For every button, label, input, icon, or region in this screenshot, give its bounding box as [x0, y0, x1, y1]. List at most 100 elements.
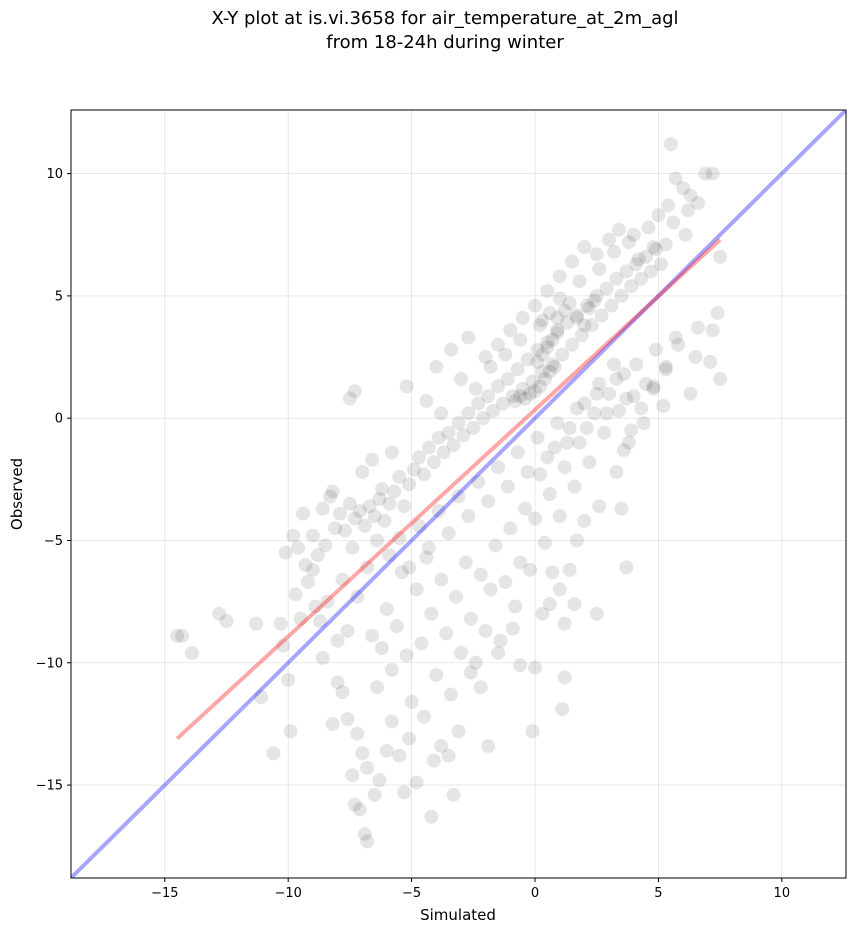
data-point — [631, 252, 646, 267]
data-point — [705, 323, 720, 338]
data-point — [668, 171, 683, 186]
data-point — [328, 521, 343, 536]
data-point — [337, 523, 352, 538]
data-point — [713, 372, 728, 387]
data-point — [431, 430, 446, 445]
data-point — [313, 614, 328, 629]
data-point — [537, 535, 552, 550]
data-point — [335, 572, 350, 587]
data-point — [397, 499, 412, 514]
data-point — [525, 374, 540, 389]
data-point — [325, 716, 340, 731]
data-point — [370, 533, 385, 548]
data-point — [542, 597, 557, 612]
data-point — [579, 420, 594, 435]
data-point — [350, 726, 365, 741]
data-point — [429, 667, 444, 682]
data-point — [602, 386, 617, 401]
data-point — [528, 298, 543, 313]
data-point — [678, 227, 693, 242]
data-point — [569, 401, 584, 416]
data-point — [614, 288, 629, 303]
data-point — [490, 379, 505, 394]
data-point — [547, 359, 562, 374]
y-axis-ticks: −15 −10 −5 0 5 10 — [36, 167, 71, 794]
data-point — [542, 306, 557, 321]
data-point — [412, 450, 427, 465]
data-point — [629, 357, 644, 372]
data-point — [555, 347, 570, 362]
data-point — [320, 594, 335, 609]
data-point — [503, 521, 518, 536]
data-point — [565, 254, 580, 269]
data-point — [542, 364, 557, 379]
data-point — [481, 738, 496, 753]
data-point — [523, 562, 538, 577]
data-point — [488, 538, 503, 553]
chart-title-line-2: from 18-24h during winter — [326, 32, 564, 53]
data-point — [574, 328, 589, 343]
data-point — [365, 628, 380, 643]
data-point — [456, 428, 471, 443]
data-point — [616, 367, 631, 382]
data-point — [424, 606, 439, 621]
data-point — [384, 663, 399, 678]
data-point — [402, 731, 417, 746]
one-to-one-line — [71, 110, 846, 878]
data-point — [424, 809, 439, 824]
data-point — [577, 239, 592, 254]
data-point — [355, 746, 370, 761]
data-point — [273, 616, 288, 631]
data-point — [471, 474, 486, 489]
data-point — [532, 467, 547, 482]
data-point — [508, 599, 523, 614]
data-point — [530, 430, 545, 445]
data-point — [639, 376, 654, 391]
data-point — [562, 420, 577, 435]
data-point — [468, 655, 483, 670]
data-point — [540, 450, 555, 465]
data-point — [545, 332, 560, 347]
data-point — [219, 614, 234, 629]
data-point — [648, 342, 663, 357]
data-point — [530, 354, 545, 369]
chart-title-line-1: X-Y plot at is.vi.3658 for air_temperatu… — [211, 8, 678, 29]
data-point — [584, 318, 599, 333]
data-point — [441, 425, 456, 440]
data-point — [372, 773, 387, 788]
data-point — [355, 464, 370, 479]
data-point — [444, 687, 459, 702]
data-point — [557, 303, 572, 318]
data-point — [323, 489, 338, 504]
grid-lines — [71, 110, 846, 878]
data-point — [288, 587, 303, 602]
data-point — [528, 660, 543, 675]
data-point — [577, 318, 592, 333]
data-point — [552, 582, 567, 597]
data-point — [636, 416, 651, 431]
data-point — [661, 198, 676, 213]
data-point — [453, 372, 468, 387]
data-point — [589, 288, 604, 303]
data-point — [298, 557, 313, 572]
data-point — [621, 435, 636, 450]
data-point — [646, 381, 661, 396]
data-point — [560, 315, 575, 330]
data-point — [175, 628, 190, 643]
data-point — [372, 491, 387, 506]
data-point — [367, 787, 382, 802]
data-point — [565, 337, 580, 352]
data-point — [490, 337, 505, 352]
data-point — [300, 575, 315, 590]
data-point — [540, 335, 555, 350]
y-tick-label: 10 — [46, 167, 63, 182]
data-point — [486, 403, 501, 418]
x-tick-label: −15 — [151, 886, 178, 901]
data-point — [441, 748, 456, 763]
y-tick-label: −10 — [36, 656, 63, 671]
data-point — [513, 555, 528, 570]
data-point — [481, 494, 496, 509]
data-point — [530, 342, 545, 357]
data-point — [528, 511, 543, 526]
data-point — [626, 227, 641, 242]
